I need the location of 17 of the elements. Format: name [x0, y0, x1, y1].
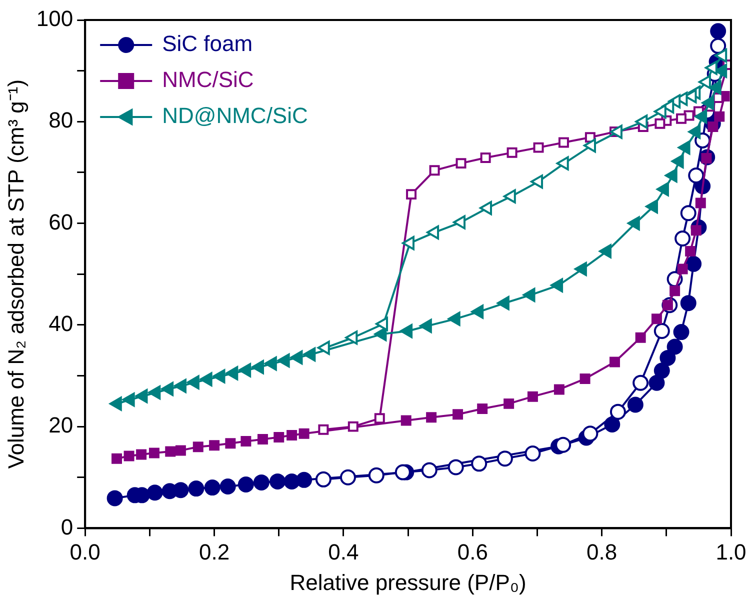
x-tick-label: 0.2: [198, 539, 230, 564]
x-tick-label: 0.4: [328, 539, 359, 564]
y-tick-label: 60: [48, 209, 74, 234]
y-tick-label: 100: [36, 6, 74, 32]
y-axis-title: Volume of N₂ adsorbed at STP (cm³ g⁻¹): [3, 79, 28, 469]
y-tick-label: 40: [48, 310, 74, 336]
x-tick-label: 1.0: [716, 539, 746, 564]
x-tick-label: 0.0: [70, 539, 100, 564]
x-tick-label: 0.6: [457, 539, 488, 564]
x-axis-title: Relative pressure (P/P₀): [290, 570, 526, 595]
x-tick-label: 0.8: [586, 539, 618, 564]
y-tick-label: 0: [60, 514, 74, 540]
legend-label: SiC foam: [162, 31, 253, 56]
legend-label: NMC/SiC: [162, 67, 254, 92]
y-tick-label: 20: [48, 412, 74, 438]
legend-label: ND@NMC/SiC: [162, 103, 308, 128]
y-tick-label: 80: [48, 108, 74, 133]
